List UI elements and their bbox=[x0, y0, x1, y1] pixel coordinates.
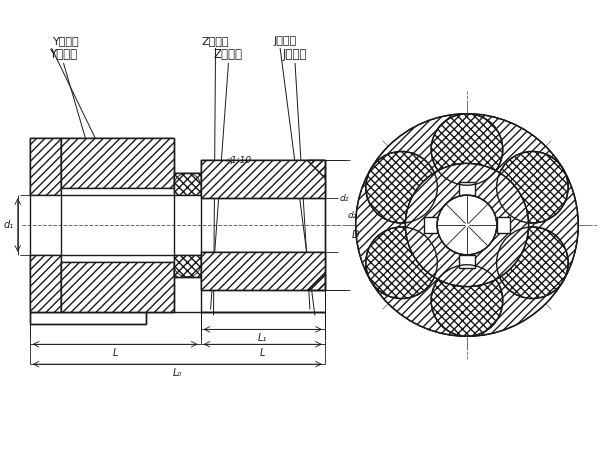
Circle shape bbox=[437, 195, 497, 255]
Text: L: L bbox=[112, 348, 118, 358]
Circle shape bbox=[497, 227, 568, 298]
Polygon shape bbox=[174, 255, 200, 277]
Circle shape bbox=[366, 152, 437, 223]
Polygon shape bbox=[61, 138, 174, 188]
Text: D: D bbox=[352, 230, 359, 240]
Polygon shape bbox=[29, 290, 325, 312]
Polygon shape bbox=[29, 138, 61, 195]
Circle shape bbox=[431, 265, 503, 336]
Circle shape bbox=[431, 114, 503, 185]
Text: d₂: d₂ bbox=[340, 194, 349, 202]
Polygon shape bbox=[497, 217, 509, 233]
Polygon shape bbox=[307, 160, 325, 178]
Polygon shape bbox=[29, 255, 61, 312]
Text: L₁: L₁ bbox=[258, 333, 268, 343]
Polygon shape bbox=[307, 272, 325, 290]
Text: J型轴孔: J型轴孔 bbox=[274, 36, 296, 46]
Circle shape bbox=[406, 163, 529, 287]
Circle shape bbox=[366, 227, 437, 298]
Polygon shape bbox=[200, 252, 325, 290]
Circle shape bbox=[356, 114, 578, 336]
Polygon shape bbox=[459, 255, 475, 268]
Polygon shape bbox=[459, 182, 475, 195]
Polygon shape bbox=[424, 217, 437, 233]
Polygon shape bbox=[200, 160, 325, 198]
Text: d₁: d₁ bbox=[4, 220, 14, 230]
Text: ◁1:10: ◁1:10 bbox=[226, 156, 253, 165]
Text: d₂: d₂ bbox=[348, 211, 357, 220]
Polygon shape bbox=[174, 173, 200, 195]
Polygon shape bbox=[61, 262, 174, 312]
Circle shape bbox=[437, 195, 497, 255]
Text: Y型轴孔: Y型轴孔 bbox=[49, 48, 77, 61]
Text: J型轴孔: J型轴孔 bbox=[283, 48, 307, 61]
Text: Z型轴孔: Z型轴孔 bbox=[202, 36, 229, 46]
Text: Z型轴孔: Z型轴孔 bbox=[214, 48, 243, 61]
Circle shape bbox=[497, 152, 568, 223]
Text: L₀: L₀ bbox=[173, 368, 182, 378]
Text: Y型轴孔: Y型轴孔 bbox=[53, 36, 80, 46]
Circle shape bbox=[406, 163, 529, 287]
Text: L: L bbox=[260, 348, 265, 358]
